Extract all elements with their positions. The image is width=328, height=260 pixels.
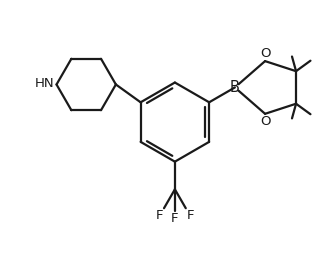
Text: O: O	[260, 115, 270, 128]
Text: HN: HN	[35, 77, 54, 90]
Text: B: B	[230, 80, 240, 95]
Text: O: O	[260, 47, 270, 60]
Text: F: F	[155, 209, 163, 222]
Text: F: F	[187, 209, 194, 222]
Text: F: F	[171, 212, 179, 225]
